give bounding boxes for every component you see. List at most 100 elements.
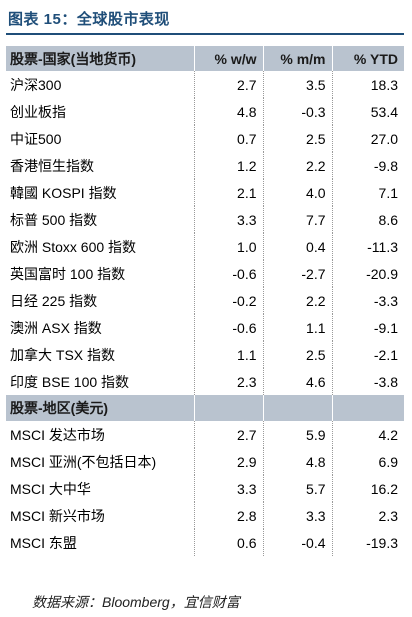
row-name: MSCI 大中华 bbox=[6, 475, 195, 502]
table-row: 欧洲 Stoxx 600 指数 1.0 0.4 -11.3 bbox=[6, 233, 404, 260]
value-ytd: -20.9 bbox=[366, 265, 398, 282]
value-mm: 4.0 bbox=[263, 179, 333, 206]
row-name: 日经 225 指数 bbox=[6, 287, 195, 314]
section2-header-blank bbox=[194, 395, 264, 421]
value-ww: -0.6 bbox=[194, 314, 264, 341]
figure-title: 图表 15：全球股市表现 bbox=[8, 11, 170, 28]
row-name: 澳洲 ASX 指数 bbox=[6, 314, 195, 341]
value-ytd: 7.1 bbox=[378, 184, 398, 201]
row-name: 沪深300 bbox=[6, 71, 195, 98]
table-row: MSCI 新兴市场 2.8 3.3 2.3 bbox=[6, 502, 404, 529]
table-row: 沪深300 2.7 3.5 18.3 bbox=[6, 71, 404, 98]
value-ytd: 4.2 bbox=[378, 426, 398, 443]
title-underline bbox=[6, 33, 404, 35]
value-mm: 4.6 bbox=[263, 368, 333, 395]
col-header-ww: % w/w bbox=[194, 46, 264, 71]
value-ytd: 6.9 bbox=[378, 453, 398, 470]
value-mm: 2.5 bbox=[263, 341, 333, 368]
section1-body: 沪深300 2.7 3.5 18.3 创业板指 4.8 -0.3 53.4 中证500 0.7 2.… bbox=[6, 71, 404, 395]
row-name: 韓國 KOSPI 指数 bbox=[6, 179, 195, 206]
value-mm: 2.5 bbox=[263, 125, 333, 152]
table-row: MSCI 大中华 3.3 5.7 16.2 bbox=[6, 475, 404, 502]
section2-header-blank bbox=[263, 395, 333, 421]
section2-header: 股票-地区(美元) bbox=[6, 395, 195, 421]
value-mm: 2.2 bbox=[263, 152, 333, 179]
value-mm: -2.7 bbox=[263, 260, 333, 287]
row-name: MSCI 发达市场 bbox=[6, 421, 195, 448]
value-mm: 5.9 bbox=[263, 421, 333, 448]
table-row: 香港恒生指数 1.2 2.2 -9.8 bbox=[6, 152, 404, 179]
value-ytd: -11.3 bbox=[367, 238, 398, 255]
value-ww: 2.3 bbox=[194, 368, 264, 395]
table-row: 澳洲 ASX 指数 -0.6 1.1 -9.1 bbox=[6, 314, 404, 341]
value-ytd: 8.6 bbox=[378, 211, 398, 228]
value-mm: -0.3 bbox=[263, 98, 333, 125]
value-ww: -0.2 bbox=[194, 287, 264, 314]
row-name: 印度 BSE 100 指数 bbox=[6, 368, 195, 395]
value-mm: 1.1 bbox=[263, 314, 333, 341]
table-row: 印度 BSE 100 指数 2.3 4.6 -3.8 bbox=[6, 368, 404, 395]
value-ww: 3.3 bbox=[194, 206, 264, 233]
value-ytd: 16.2 bbox=[370, 480, 398, 497]
value-mm: 2.2 bbox=[263, 287, 333, 314]
value-ytd: -3.8 bbox=[373, 373, 398, 390]
value-ytd: -9.8 bbox=[373, 157, 398, 174]
value-ytd: 53.4 bbox=[370, 103, 398, 120]
row-name: 中证500 bbox=[6, 125, 195, 152]
value-ww: 3.3 bbox=[194, 475, 264, 502]
value-mm: 0.4 bbox=[263, 233, 333, 260]
table-row: 标普 500 指数 3.3 7.7 8.6 bbox=[6, 206, 404, 233]
row-name: 英国富时 100 指数 bbox=[6, 260, 195, 287]
row-name: MSCI 新兴市场 bbox=[6, 502, 195, 529]
table-row: MSCI 东盟 0.6 -0.4 -19.3 bbox=[6, 529, 404, 556]
value-ww: 2.9 bbox=[194, 448, 264, 475]
value-mm: 3.5 bbox=[263, 71, 333, 98]
value-mm: 5.7 bbox=[263, 475, 333, 502]
value-ww: -0.6 bbox=[194, 260, 264, 287]
value-ww: 2.7 bbox=[194, 71, 264, 98]
row-name: 标普 500 指数 bbox=[6, 206, 195, 233]
section2-header-row: 股票-地区(美元) bbox=[6, 395, 404, 421]
value-ww: 2.8 bbox=[194, 502, 264, 529]
source-note: 数据来源：Bloomberg，宜信财富 bbox=[32, 594, 240, 610]
value-ww: 1.1 bbox=[194, 341, 264, 368]
row-name: MSCI 东盟 bbox=[6, 529, 195, 556]
table-header-row: 股票-国家(当地货币) % w/w % m/m % YTD bbox=[6, 46, 404, 71]
col-header-ytd: % YTD bbox=[332, 46, 404, 71]
table-row: 加拿大 TSX 指数 1.1 2.5 -2.1 bbox=[6, 341, 404, 368]
value-ytd: -9.1 bbox=[373, 319, 398, 336]
value-mm: 7.7 bbox=[263, 206, 333, 233]
value-mm: -0.4 bbox=[263, 529, 333, 556]
section1-header: 股票-国家(当地货币) bbox=[6, 46, 195, 71]
row-name: 加拿大 TSX 指数 bbox=[6, 341, 195, 368]
figure-header: 图表 15：全球股市表现 bbox=[0, 0, 412, 38]
value-ww: 2.1 bbox=[194, 179, 264, 206]
value-ww: 0.6 bbox=[194, 529, 264, 556]
value-ytd: 18.3 bbox=[370, 76, 398, 93]
row-name: 创业板指 bbox=[6, 98, 195, 125]
value-ytd: -19.3 bbox=[366, 534, 398, 551]
section2-body: MSCI 发达市场 2.7 5.9 4.2 MSCI 亚洲(不包括日本) 2.9 4.8 6.… bbox=[6, 421, 404, 556]
row-name: 欧洲 Stoxx 600 指数 bbox=[6, 233, 195, 260]
market-performance-table: 股票-国家(当地货币) % w/w % m/m % YTD 沪深300 2.7 3.… bbox=[6, 46, 404, 556]
value-ytd: -2.1 bbox=[373, 346, 398, 363]
value-ww: 0.7 bbox=[194, 125, 264, 152]
value-ww: 1.2 bbox=[194, 152, 264, 179]
table-row: MSCI 亚洲(不包括日本) 2.9 4.8 6.9 bbox=[6, 448, 404, 475]
value-ww: 1.0 bbox=[194, 233, 264, 260]
table-row: 韓國 KOSPI 指数 2.1 4.0 7.1 bbox=[6, 179, 404, 206]
table-row: 日经 225 指数 -0.2 2.2 -3.3 bbox=[6, 287, 404, 314]
value-ww: 2.7 bbox=[194, 421, 264, 448]
table-row: 创业板指 4.8 -0.3 53.4 bbox=[6, 98, 404, 125]
col-header-mm: % m/m bbox=[263, 46, 333, 71]
value-mm: 4.8 bbox=[263, 448, 333, 475]
value-ytd: -3.3 bbox=[373, 292, 398, 309]
table-row: MSCI 发达市场 2.7 5.9 4.2 bbox=[6, 421, 404, 448]
row-name: MSCI 亚洲(不包括日本) bbox=[6, 448, 195, 475]
value-ww: 4.8 bbox=[194, 98, 264, 125]
value-ytd: 2.3 bbox=[378, 507, 398, 524]
table-row: 中证500 0.7 2.5 27.0 bbox=[6, 125, 404, 152]
row-name: 香港恒生指数 bbox=[6, 152, 195, 179]
section2-header-blank bbox=[332, 395, 404, 421]
value-mm: 3.3 bbox=[263, 502, 333, 529]
